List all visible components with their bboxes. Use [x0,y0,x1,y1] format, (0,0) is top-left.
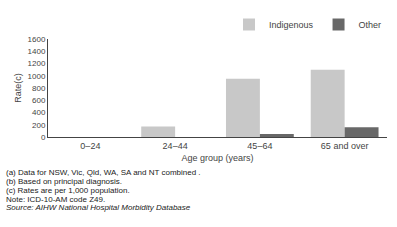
svg-text:1400: 1400 [28,47,46,56]
svg-text:Rate(c): Rate(c) [13,73,23,103]
svg-text:Note: ICD-10-AM code Z49.: Note: ICD-10-AM code Z49. [6,195,105,204]
svg-text:24–44: 24–44 [163,141,188,151]
svg-text:600: 600 [32,96,46,105]
svg-text:200: 200 [32,121,46,130]
svg-text:Age group (years): Age group (years) [181,153,253,163]
svg-text:65 and over: 65 and over [321,141,369,151]
svg-text:(b) Based on principal diagnos: (b) Based on principal diagnosis. [6,177,122,186]
svg-text:Other: Other [359,20,382,30]
svg-text:(c) Rates are per 1,000 popula: (c) Rates are per 1,000 population. [6,186,130,195]
svg-text:1000: 1000 [28,72,46,81]
svg-text:1600: 1600 [28,35,46,44]
svg-text:0–24: 0–24 [80,141,100,151]
svg-text:(a) Data for NSW, Vic, Qld, WA: (a) Data for NSW, Vic, Qld, WA, SA and N… [6,168,201,177]
svg-text:Source: AIHW National Hospital: Source: AIHW National Hospital Morbidity… [6,203,191,212]
svg-text:0: 0 [41,133,46,142]
svg-text:800: 800 [32,84,46,93]
svg-text:45–64: 45–64 [247,141,272,151]
svg-text:1200: 1200 [28,59,46,68]
svg-text:400: 400 [32,108,46,117]
svg-text:Indigenous: Indigenous [269,20,314,30]
